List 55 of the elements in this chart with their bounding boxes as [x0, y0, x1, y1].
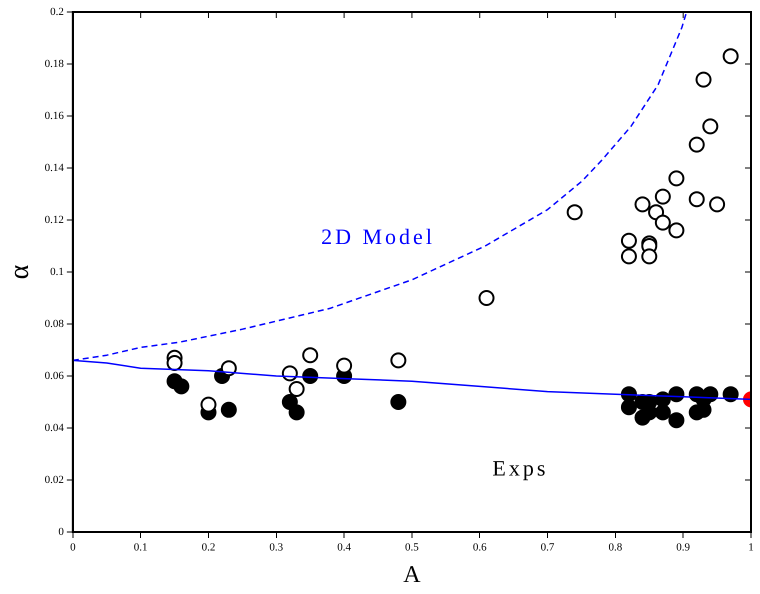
point [566, 204, 583, 220]
point [696, 72, 712, 88]
y-tick-label: 0.02 [44, 474, 64, 486]
point [654, 214, 671, 231]
x-tick-label: 0.3 [269, 541, 284, 554]
y-axis-title: α [4, 264, 36, 280]
point [688, 191, 705, 208]
point [390, 352, 406, 368]
point [390, 394, 406, 410]
point [709, 196, 726, 212]
x-axis-title: A [403, 562, 422, 588]
annotation: Exps [492, 455, 548, 480]
x-tick-label: 0.4 [337, 541, 352, 554]
point [166, 355, 183, 371]
point [478, 290, 495, 306]
point [668, 170, 684, 186]
point [634, 196, 650, 212]
x-tick-label: 0.9 [676, 541, 691, 554]
point [288, 381, 305, 397]
point [641, 248, 658, 264]
y-tick-label: 0 [58, 526, 64, 538]
y-tick-label: 0.12 [44, 214, 64, 226]
point [668, 222, 684, 238]
point [620, 248, 637, 264]
point [302, 347, 318, 364]
point [200, 396, 216, 413]
point [722, 48, 739, 64]
point [620, 399, 637, 416]
x-tick-label: 1 [748, 541, 754, 554]
point [220, 402, 237, 418]
y-tick-label: 0.2 [50, 6, 64, 18]
point [654, 404, 671, 420]
y-tick-label: 0.06 [44, 370, 64, 382]
point [688, 136, 705, 153]
x-tick-label: 0.1 [134, 541, 148, 554]
x-tick-label: 0 [70, 541, 76, 554]
point [620, 232, 637, 249]
y-tick-label: 0.1 [50, 266, 64, 278]
point [288, 404, 305, 420]
x-tick-label: 0.7 [540, 541, 555, 554]
point [654, 188, 671, 205]
point [336, 358, 352, 374]
point [702, 118, 718, 134]
y-tick-label: 0.04 [44, 422, 64, 434]
point [173, 378, 190, 394]
x-tick-label: 0.8 [608, 541, 623, 554]
point [668, 412, 684, 428]
series-label: 2D Model [321, 224, 435, 249]
x-tick-label: 0.6 [472, 541, 488, 554]
x-tick-label: 0.2 [202, 541, 216, 554]
y-tick-label: 0.14 [44, 162, 64, 174]
y-tick-label: 0.16 [44, 110, 64, 122]
y-tick-label: 0.18 [44, 58, 64, 70]
y-tick-label: 0.08 [44, 318, 64, 330]
x-tick-label: 0.5 [405, 541, 420, 554]
